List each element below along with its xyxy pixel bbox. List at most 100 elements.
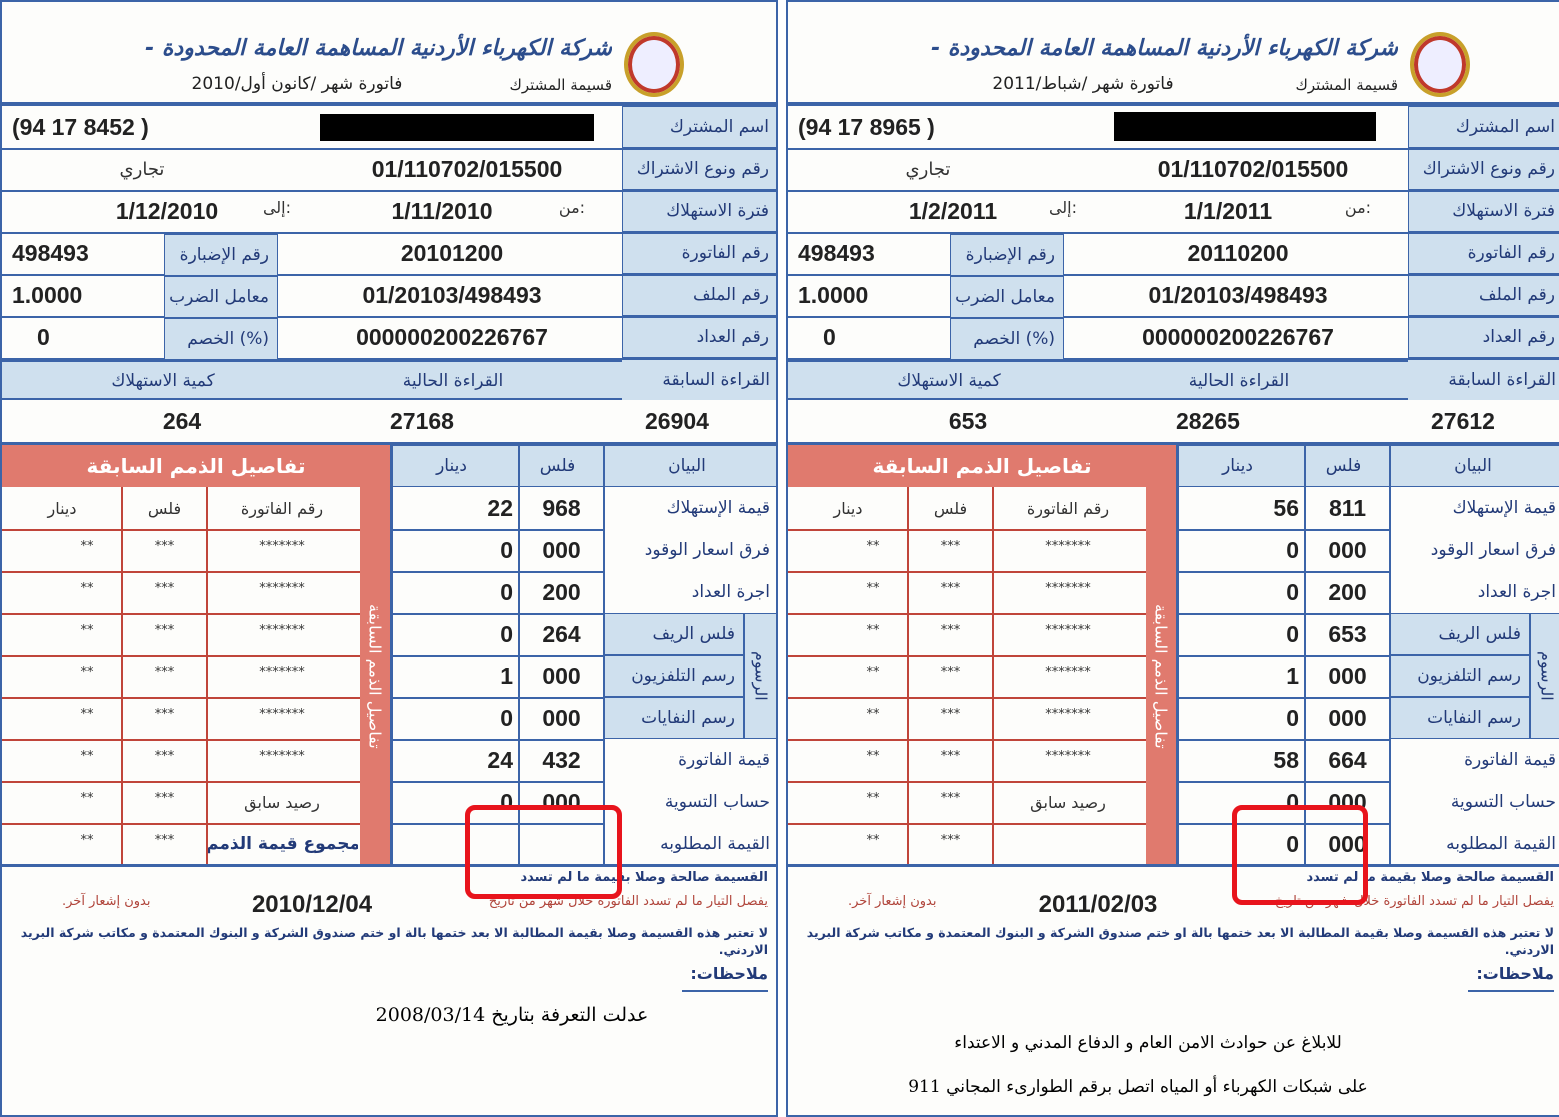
remarks-underline [682, 990, 768, 992]
dues-row-divider [788, 655, 1146, 657]
company-logo [624, 32, 684, 97]
table-left-divider [1176, 445, 1179, 865]
row-divider [2, 148, 776, 150]
dues-stars-dinar: ** [80, 748, 94, 764]
dues-stars-invoice: ******* [259, 538, 305, 554]
amount-dinar: 0 [1286, 830, 1299, 857]
section-bottom [788, 864, 1559, 867]
amount-fils: 200 [542, 578, 581, 605]
subscriber-phone: (94 17 8965 ) [798, 113, 935, 140]
invoice-number: 20101200 [400, 239, 504, 266]
amount-fils: 000 [1328, 830, 1367, 857]
label-discount: الخصم (%) [950, 318, 1064, 360]
dues-stars-dinar: ** [80, 664, 94, 680]
fees-group-label: الرسوم [1530, 613, 1559, 739]
dues-stars-dinar: ** [80, 622, 94, 638]
invoice-number: 20110200 [1187, 239, 1289, 266]
bill-february-2011: شركة الكهرباء الأردنية المساهمة العامة ا… [786, 0, 1559, 1117]
label-invoice: رقم الفاتورة [1408, 232, 1559, 274]
item-label: اجرة العداد [1390, 571, 1559, 613]
item-label: قيمة الإستهلاك [604, 487, 776, 529]
dues-stars-fils: *** [940, 538, 961, 554]
dues-vertical-label: تفاصيل الذمم السابقة [360, 487, 390, 865]
subscriber-name-redacted [320, 114, 594, 141]
dues-stars-fils: *** [154, 538, 175, 554]
dues-stars-fils: *** [940, 664, 961, 680]
current-reading: 27168 [390, 407, 454, 434]
period-to-label: إلى: [1048, 197, 1078, 217]
dues-stars-invoice: ******* [259, 664, 305, 680]
dues-stars-dinar: ** [866, 790, 880, 806]
dues-row-divider [788, 781, 1146, 783]
header-fils: فلس [1305, 445, 1390, 487]
building-number: 498493 [12, 239, 89, 266]
dues-header-dinar: دينار [833, 498, 863, 518]
row-divider [2, 358, 776, 360]
note-receipt: القسيمة صالحة وصلا بقيمة ما لم تسدد [1306, 870, 1554, 885]
amount-fils: 432 [542, 746, 581, 773]
label-meter: رقم العداد [1408, 316, 1559, 358]
dues-prev-balance: رصيد سابق [244, 792, 320, 812]
label-building: رقم الإضبارة [950, 234, 1064, 276]
dues-stars-fils: *** [154, 790, 175, 806]
dues-stars-invoice: ******* [1045, 706, 1091, 722]
item-label: حساب التسوية [1390, 781, 1559, 823]
label-meter: رقم العداد [622, 316, 776, 358]
dues-row-divider [2, 655, 360, 657]
dues-row-divider [788, 739, 1146, 741]
row-divider [788, 190, 1559, 192]
amount-dinar: 1 [500, 662, 513, 689]
bill-month-title: فاتورة شهر /شباط/2011 [992, 74, 1174, 94]
dues-header-fils: فلس [933, 498, 968, 518]
dues-stars-fils: *** [940, 706, 961, 722]
previous-reading: 27612 [1431, 407, 1495, 434]
multiplication-factor: 1.0000 [798, 281, 869, 308]
remarks-label: ملاحظات: [1476, 964, 1554, 983]
dues-row-divider [788, 529, 1146, 531]
period-from-label: من: [558, 197, 586, 217]
section-bottom [2, 864, 776, 867]
note-disconnect: يفصل التيار ما لم تسدد الفاتورة خلال شهر… [1274, 894, 1554, 909]
item-divider [392, 613, 776, 615]
dues-vertical-label: تفاصيل الذمم السابقة [1146, 487, 1176, 865]
period-from: 1/11/2010 [391, 197, 493, 224]
item-divider [1178, 781, 1559, 783]
dues-stars-fils: *** [940, 790, 961, 806]
note-receipt: القسيمة صالحة وصلا بقيمة ما لم تسدد [520, 870, 768, 885]
bill-month-title: فاتورة شهر /كانون أول/2010 [191, 74, 403, 94]
file-number: 01/20103/498493 [362, 281, 542, 308]
amount-fils: 811 [1328, 494, 1367, 521]
label-period: فترة الاستهلاك [622, 190, 776, 232]
amount-fils: 000 [1328, 704, 1367, 731]
dues-stars-fils: *** [940, 832, 961, 848]
dues-title: تفاصيل الذمم السابقة [2, 445, 390, 487]
label-statement: البيان [604, 445, 776, 487]
label-name: اسم المشترك [1408, 106, 1559, 148]
amount-fils: 653 [1328, 620, 1367, 647]
amount-fils: 200 [1328, 578, 1367, 605]
amount-dinar: 0 [1286, 704, 1299, 731]
dues-row-divider [788, 697, 1146, 699]
period-from: 1/1/2011 [1183, 197, 1273, 224]
dues-stars-dinar: ** [866, 664, 880, 680]
receipt-label: قسيمة المشترك [1295, 76, 1398, 94]
dues-stars-invoice: ******* [1045, 538, 1091, 554]
label-prev-reading: القراءة السابقة [622, 360, 776, 400]
amount-fils: 000 [542, 704, 581, 731]
label-consumption: كمية الاستهلاك [897, 371, 1001, 391]
item-label: قيمة الفاتورة [1390, 739, 1559, 781]
dues-stars-dinar: ** [80, 580, 94, 596]
row-divider [2, 190, 776, 192]
item-divider [392, 823, 776, 825]
building-number: 498493 [798, 239, 875, 266]
dues-stars-invoice: ******* [1045, 664, 1091, 680]
row-divider [788, 274, 1559, 276]
dues-col-line [206, 487, 208, 865]
label-consumption: كمية الاستهلاك [111, 371, 215, 391]
dues-stars-invoice: ******* [1045, 622, 1091, 638]
dues-title: تفاصيل الذمم السابقة [788, 445, 1176, 487]
dues-stars-fils: *** [154, 664, 175, 680]
readings-divider [2, 442, 776, 445]
amount-dinar: 0 [1286, 578, 1299, 605]
amount-dinar: 24 [487, 746, 513, 773]
